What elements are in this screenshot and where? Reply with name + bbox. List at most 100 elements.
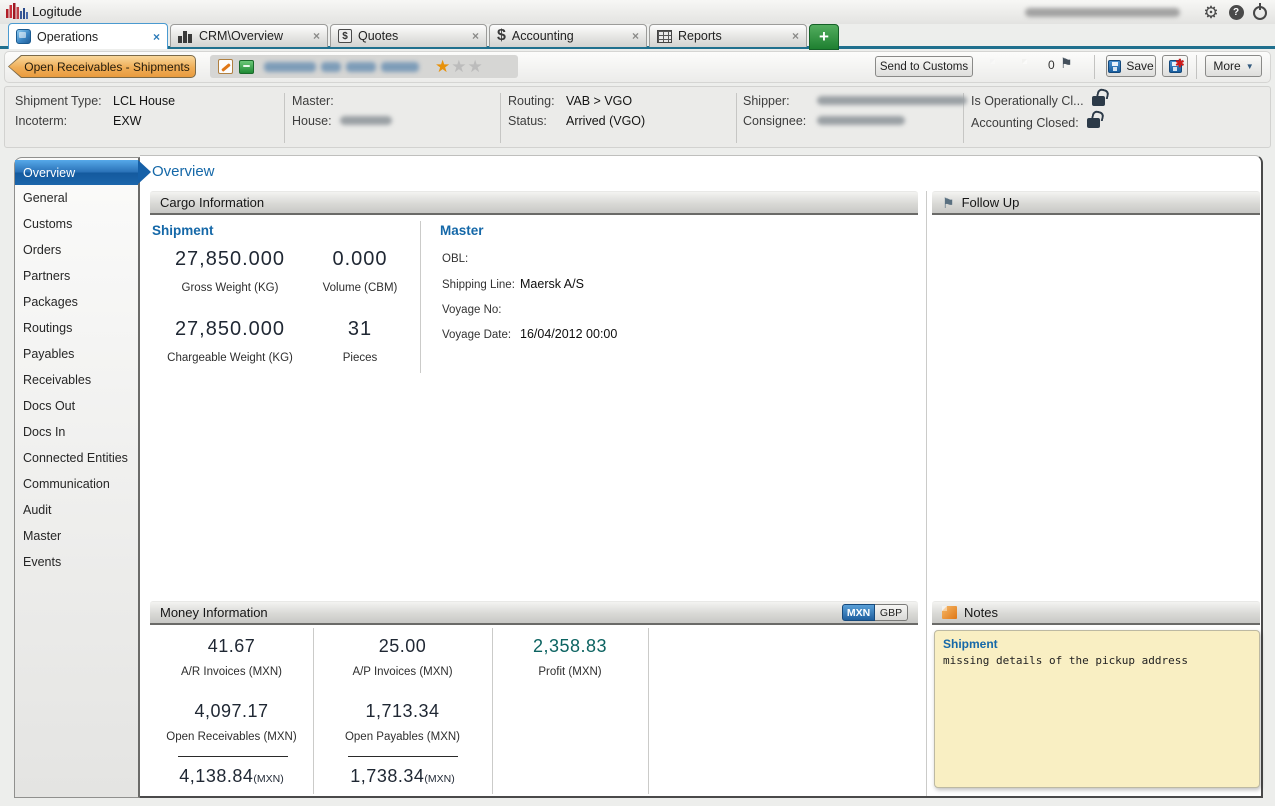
unlock-icon[interactable] [1091, 96, 1105, 106]
shipment-info-bar: Shipment Type: LCL House Incoterm: EXW Mas… [4, 86, 1271, 148]
ap-invoices-label: A/P Invoices (MXN) [352, 666, 453, 678]
payables-sum-line [348, 756, 458, 757]
sidebar-nav: Overview General Customs Orders Partners… [14, 157, 151, 798]
currency-gbp-button[interactable]: GBP [875, 604, 908, 621]
pieces-metric: 31 Pieces [310, 318, 410, 364]
accounting-closed-label: Accounting Closed: [971, 116, 1079, 130]
flag-count: 0 [1048, 58, 1055, 72]
profit-label: Profit (MXN) [538, 666, 602, 678]
receivables-total: 4,138.84(MXN) [179, 766, 284, 786]
cargo-information-header: Cargo Information [150, 191, 918, 215]
payables-total: 1,738.34(MXN) [350, 766, 455, 786]
gross-weight-metric: 27,850.000 Gross Weight (KG) [150, 248, 310, 294]
new-badge-icon: ✱ [1175, 57, 1185, 70]
tab-quotes[interactable]: $ Quotes × [330, 24, 487, 47]
receivables-sum-line [178, 756, 288, 757]
tab-close-icon[interactable]: × [471, 29, 479, 43]
sidebar-item-general[interactable]: General [23, 191, 68, 205]
incoterm-label: Incoterm: [15, 114, 68, 128]
save-and-new-button[interactable]: ✱ [1162, 55, 1188, 77]
quotes-dollar-icon: $ [338, 29, 352, 43]
sidebar-item-docs-out[interactable]: Docs Out [23, 399, 76, 413]
receivables-money-column: 41.67 A/R Invoices (MXN) 4,097.17 Open R… [150, 636, 313, 743]
sidebar-item-audit[interactable]: Audit [23, 503, 52, 517]
panel-divider [926, 191, 927, 796]
app-title: Logitude [32, 4, 82, 19]
redacted-user-name [1025, 8, 1180, 17]
info-divider [963, 93, 964, 143]
gross-weight-label: Gross Weight (KG) [181, 282, 279, 294]
payables-money-column: 25.00 A/P Invoices (MXN) 1,713.34 Open P… [313, 636, 492, 743]
follow-up-header: ⚑ Follow Up [932, 191, 1260, 215]
profit-money-column: 2,358.83 Profit (MXN) [492, 636, 648, 678]
crm-barchart-icon [178, 30, 193, 43]
redacted-consignee-value [817, 116, 905, 125]
sidebar-item-routings[interactable]: Routings [23, 321, 73, 335]
voyage-date-label: Voyage Date: [442, 329, 512, 341]
house-label: House: [292, 114, 332, 128]
open-receivables-value: 4,097.17 [194, 701, 269, 721]
obl-label: OBL: [442, 253, 469, 265]
operationally-closed-label: Is Operationally Cl... [971, 94, 1084, 108]
sidebar-item-orders[interactable]: Orders [23, 243, 62, 257]
open-receivables-label: Open Receivables (MXN) [166, 731, 297, 743]
tab-close-icon[interactable]: × [631, 29, 639, 43]
tab-close-icon[interactable]: × [791, 29, 799, 43]
sidebar-item-connected-entities[interactable]: Connected Entities [23, 451, 128, 465]
tab-accounting[interactable]: $ Accounting × [489, 24, 647, 47]
star-filled-icon: ★ [435, 57, 452, 76]
shipment-note[interactable]: Shipment missing details of the pickup a… [934, 630, 1260, 788]
routing-value: VAB > VGO [566, 94, 633, 108]
sidebar-item-payables[interactable]: Payables [23, 347, 75, 361]
sidebar-item-master[interactable]: Master [23, 529, 62, 543]
sidebar-item-partners[interactable]: Partners [23, 269, 71, 283]
tab-bar: Operations × CRM\Overview × $ Quotes × $… [0, 23, 1275, 50]
pieces-label: Pieces [342, 352, 378, 364]
sidebar-item-packages[interactable]: Packages [23, 295, 78, 309]
sidebar-item-docs-in[interactable]: Docs In [23, 425, 66, 439]
note-text: missing details of the pickup address [943, 654, 1189, 667]
status-link[interactable]: Arrived (VGO) [566, 114, 646, 128]
top-chrome-bar: Logitude ⚙ ? [0, 0, 1275, 24]
edit-shipment-icon[interactable] [218, 59, 233, 74]
tab-operations[interactable]: Operations × [8, 23, 168, 49]
currency-mxn-button[interactable]: MXN [842, 604, 875, 621]
notes-sticky-icon [942, 606, 957, 619]
currency-toggle: MXN GBP [842, 604, 908, 621]
tab-close-icon[interactable]: × [152, 29, 160, 44]
new-tab-button[interactable]: + [809, 24, 839, 50]
back-to-open-receivables-button[interactable]: Open Receivables - Shipments [8, 55, 196, 78]
help-icon[interactable]: ? [1227, 3, 1245, 21]
flag-icon: ⚑ [1060, 55, 1073, 71]
cargo-column-divider [420, 221, 421, 373]
routing-label: Routing: [508, 94, 555, 108]
tab-reports[interactable]: Reports × [649, 24, 807, 47]
sidebar-item-receivables[interactable]: Receivables [23, 373, 92, 387]
sidebar-item-events[interactable]: Events [23, 555, 62, 569]
ap-invoices-value: 25.00 [378, 636, 427, 656]
power-logout-icon[interactable] [1251, 3, 1269, 22]
chargeable-weight-value: 27,850.000 [174, 318, 286, 340]
reports-table-icon [657, 29, 672, 43]
rating-stars[interactable]: ★★★ [435, 58, 484, 75]
ar-invoices-label: A/R Invoices (MXN) [181, 666, 282, 678]
sidebar-item-customs[interactable]: Customs [23, 217, 73, 231]
shipping-line-value: Maersk A/S [520, 277, 584, 291]
tab-crm-overview[interactable]: CRM\Overview × [170, 24, 328, 47]
more-button[interactable]: More ▼ [1205, 55, 1262, 77]
volume-label: Volume (CBM) [322, 282, 398, 294]
money-information-header: Money Information MXN GBP [150, 601, 918, 625]
shipment-title-pill: ★★★ [210, 55, 518, 78]
save-floppy-icon [1108, 59, 1122, 73]
volume-value: 0.000 [332, 248, 388, 270]
tab-close-icon[interactable]: × [312, 29, 320, 43]
operations-cube-icon [16, 29, 31, 44]
send-to-customs-button[interactable]: Send to Customs [875, 56, 973, 77]
sidebar-item-communication[interactable]: Communication [23, 477, 110, 491]
sidebar-item-overview[interactable]: Overview [15, 160, 151, 185]
unlock-icon[interactable] [1086, 118, 1100, 128]
settings-gear-icon[interactable]: ⚙ [1203, 2, 1219, 22]
pieces-value: 31 [347, 318, 373, 340]
money-column-divider [313, 628, 314, 794]
save-button[interactable]: Save [1106, 55, 1156, 77]
